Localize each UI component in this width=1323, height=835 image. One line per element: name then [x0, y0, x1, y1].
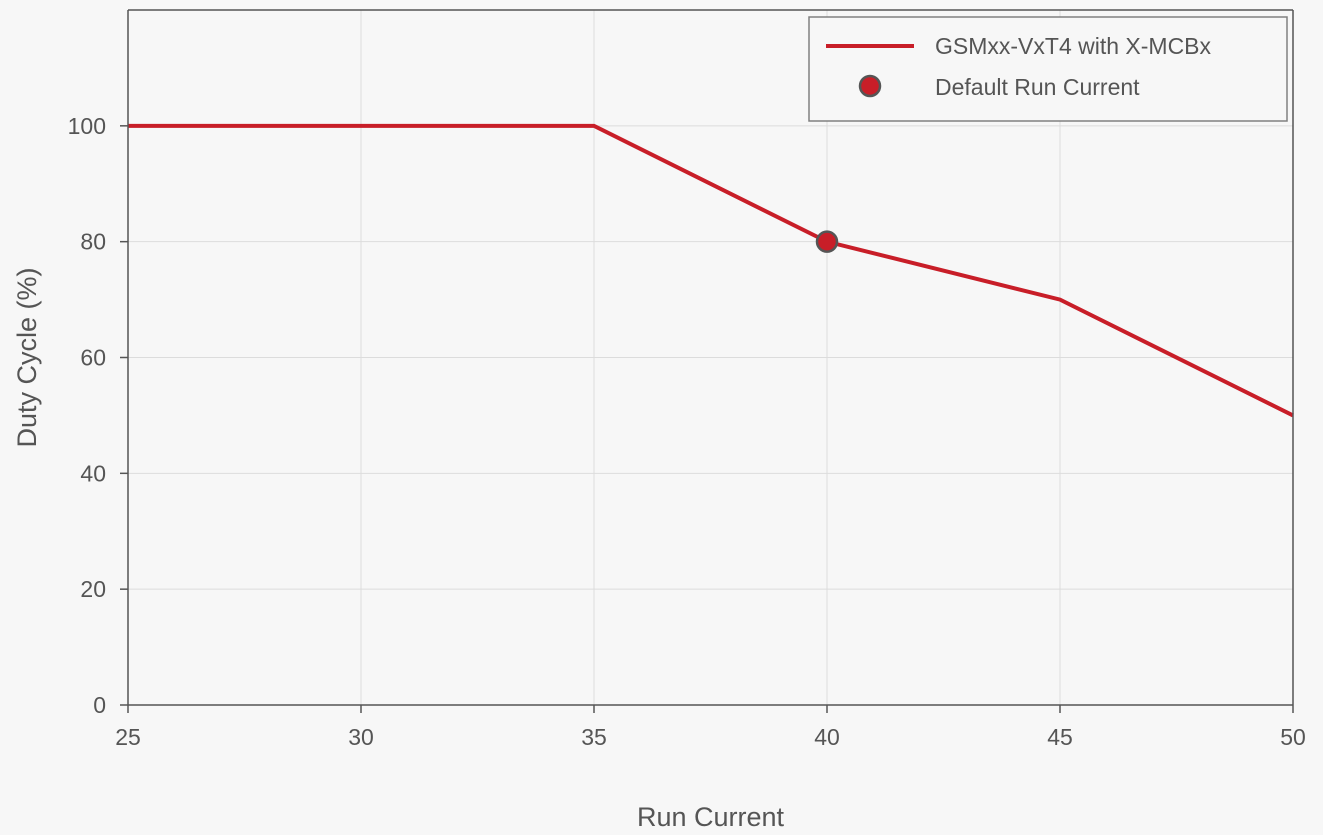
legend-marker-swatch: [858, 74, 882, 98]
x-tick-label: 50: [1280, 724, 1306, 750]
series-layer: [128, 123, 1294, 418]
x-tick-label: 35: [581, 724, 607, 750]
y-tick-label: 100: [68, 113, 106, 139]
legend-box: [808, 16, 1288, 122]
legend: GSMxx-VxT4 with X-MCBx Default Run Curre…: [808, 16, 1288, 122]
default-run-current-marker: [815, 230, 839, 253]
y-axis-title: Duty Cycle (%): [12, 267, 42, 447]
x-tick-label: 45: [1047, 724, 1073, 750]
x-tick-label: 30: [348, 724, 374, 750]
axes: [120, 9, 1294, 713]
y-tick-label: 0: [93, 692, 106, 718]
tick-labels: 25 30 35 40 45 50 0 20 40 60 80 100: [68, 113, 1306, 750]
x-tick-label: 40: [814, 724, 840, 750]
y-tick-label: 40: [80, 460, 106, 486]
y-tick-label: 80: [80, 229, 106, 255]
x-tick-label: 25: [115, 724, 141, 750]
legend-marker-label: Default Run Current: [935, 74, 1140, 100]
legend-series-label: GSMxx-VxT4 with X-MCBx: [935, 33, 1212, 59]
x-axis-title: Run Current: [637, 802, 785, 832]
y-tick-label: 20: [80, 576, 106, 602]
y-tick-label: 60: [80, 345, 106, 371]
